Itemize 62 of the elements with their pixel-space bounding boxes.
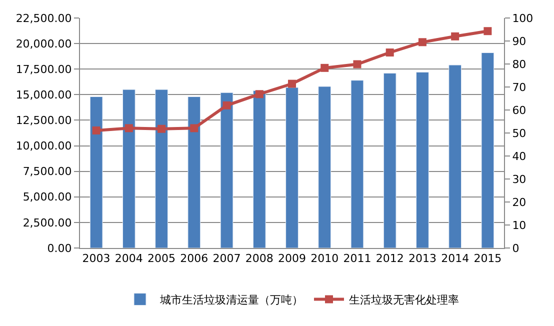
point (320, 64, 329, 72)
point (190, 124, 198, 132)
y2-tick-label: 60 (512, 104, 526, 117)
x-tick-label: 2013 (408, 252, 436, 266)
y2-tick-label: 70 (512, 80, 526, 94)
y2-tick-label: 50 (512, 126, 526, 140)
x-tick-label: 2009 (278, 252, 306, 266)
bar (481, 52, 494, 248)
y-tick-label: 22,500.00 (16, 12, 72, 25)
y-tick-label: 20,000.00 (16, 37, 72, 50)
point (222, 101, 231, 110)
x-tick-label: 2006 (180, 252, 208, 266)
point (158, 124, 166, 133)
bar (122, 89, 136, 248)
point (92, 126, 100, 134)
y2-tick-label: 40 (512, 150, 526, 163)
x-tick-label: 2003 (82, 252, 110, 266)
bar (383, 72, 396, 248)
bar (318, 86, 332, 248)
point (288, 80, 296, 88)
point (484, 27, 492, 36)
x-tick-label: 2011 (343, 252, 372, 266)
x-tick-label: 2004 (114, 252, 143, 266)
y2-tick-label: 30 (512, 172, 526, 186)
x-tick-label: 2015 (474, 252, 502, 266)
bar (350, 80, 364, 248)
x-tick-label: 2014 (441, 252, 470, 266)
y2-tick-label: 80 (512, 58, 526, 71)
bar (155, 89, 168, 248)
y-tick-label: 7,500.00 (22, 165, 72, 178)
point (451, 32, 460, 40)
x-tick-label: 2012 (376, 252, 404, 266)
point (124, 124, 133, 132)
y-tick-label: 15,000.00 (16, 88, 72, 102)
y-tick-label: 5,000.00 (22, 190, 72, 204)
legend-label: 城市生活垃圾清运量（万吨） (159, 294, 303, 307)
bar (90, 96, 103, 248)
y-tick-label: 10,000.00 (16, 140, 72, 153)
bar (220, 92, 234, 248)
x-tick-label: 2010 (310, 252, 339, 266)
x-tick-label: 2007 (212, 252, 241, 266)
y-tick-label: 12,500.00 (16, 114, 72, 128)
point (418, 38, 426, 46)
y-tick-label: 17,500.00 (16, 62, 72, 76)
legend-label: 生活垃圾无害化处理率 (349, 294, 459, 307)
bar (448, 64, 462, 248)
y2-tick-label: 20 (512, 196, 526, 209)
x-tick-label: 2008 (245, 252, 274, 266)
y2-tick-label: 10 (512, 218, 526, 232)
y2-tick-label: 100 (512, 12, 534, 25)
bar (252, 90, 266, 248)
y-tick-label: 2,500.00 (22, 216, 72, 230)
point (353, 60, 362, 68)
y2-tick-label: 90 (512, 34, 526, 48)
bar (416, 72, 429, 248)
bar (188, 96, 201, 248)
point (386, 48, 394, 56)
x-tick-label: 2005 (148, 252, 176, 266)
y-tick-label: 0.00 (47, 242, 72, 255)
bar (286, 87, 298, 248)
y2-tick-label: 0 (512, 242, 520, 255)
point (255, 90, 264, 98)
